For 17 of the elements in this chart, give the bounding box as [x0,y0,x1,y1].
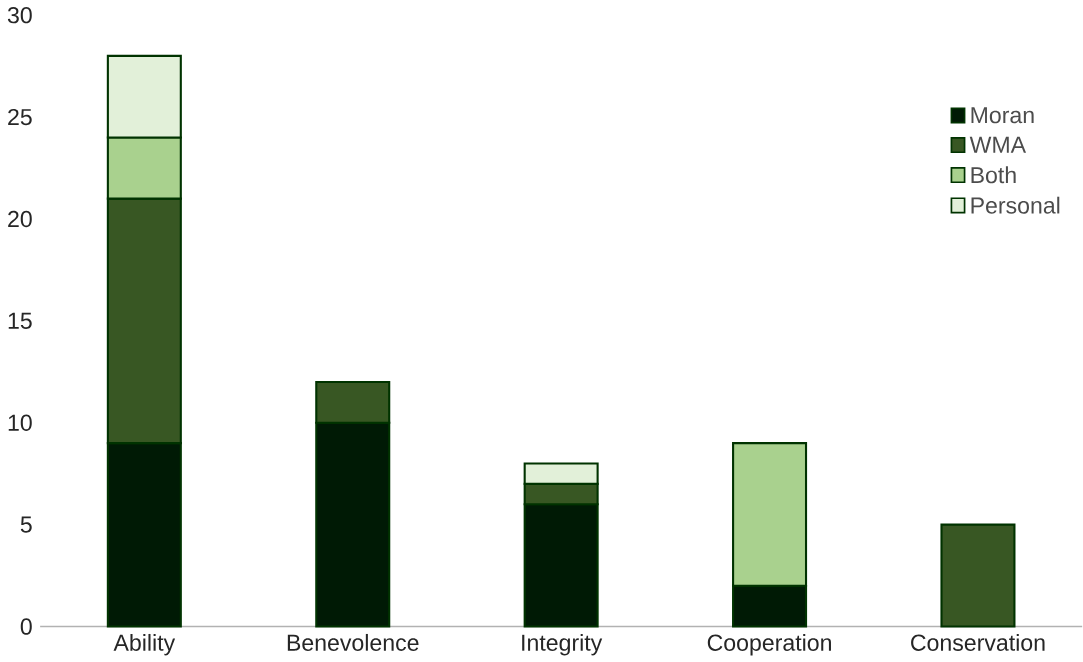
x-tick-label: Conservation [911,633,1045,651]
x-tick-label: Cooperation [707,633,831,656]
legend-label: WMA [969,136,1027,153]
y-tick-label: 0 [20,618,32,635]
legend-label: Moran [971,106,1034,124]
legend-label: Personal [971,196,1060,214]
legend-label: Both [971,166,1016,184]
y-tick-label: 15 [8,312,32,329]
y-tick-label: 10 [8,414,32,431]
bar [940,523,1016,628]
x-tick-label: Benevolence [287,633,419,651]
x-tick-label: Ability [113,633,176,656]
y-tick-label: 25 [8,108,32,126]
y-tick-label: 30 [7,6,32,24]
y-tick-label: 20 [8,210,32,227]
x-tick-label: Integrity [522,633,603,656]
y-tick-label: 5 [20,516,32,533]
